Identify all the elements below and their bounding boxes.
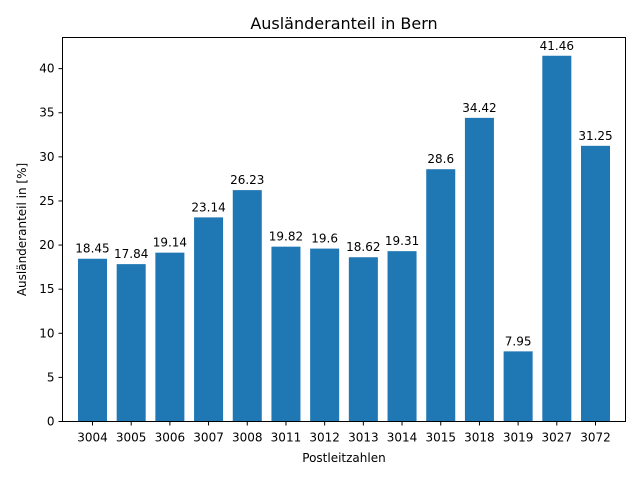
data-label-3015: 28.6 (427, 152, 454, 166)
data-labels-group: 18.45 17.84 19.14 23.14 26.23 19.82 19.6 18.62 1… (75, 39, 612, 349)
data-label-3072: 31.25 (578, 129, 612, 143)
bar-3018 (464, 117, 494, 422)
data-label-3013: 18.62 (346, 240, 380, 254)
y-tick-label-10: 10 (39, 326, 54, 340)
bar-3019 (503, 351, 533, 422)
data-label-3012: 19.6 (311, 232, 338, 246)
plot-frame (62, 37, 626, 422)
y-tick-label-15: 15 (39, 282, 54, 296)
bar-3007 (194, 217, 224, 422)
data-label-3008: 26.23 (230, 173, 264, 187)
y-tick-label-40: 40 (39, 62, 54, 76)
bar-3015 (426, 169, 456, 422)
x-axis: 3004 3005 3006 3007 3008 3011 3012 3013 3014 3015… (77, 421, 611, 445)
x-tick-label-3007: 3007 (193, 431, 224, 445)
x-tick-label-3012: 3012 (309, 431, 340, 445)
bar-3006 (155, 252, 185, 422)
data-label-3011: 19.82 (269, 230, 303, 244)
y-axis-label: Ausländeranteil in [%] (15, 163, 29, 296)
data-label-3027: 41.46 (540, 39, 574, 53)
x-tick-label-3027: 3027 (542, 431, 573, 445)
x-tick-label-3019: 3019 (503, 431, 534, 445)
data-label-3018: 34.42 (462, 101, 496, 115)
x-tick-label-3011: 3011 (271, 431, 302, 445)
y-tick-label-5: 5 (47, 370, 55, 384)
bar-3008 (232, 190, 262, 422)
bar-3011 (271, 246, 301, 422)
x-tick-label-3008: 3008 (232, 431, 263, 445)
data-label-3014: 19.31 (385, 234, 419, 248)
x-tick-label-3006: 3006 (155, 431, 186, 445)
y-tick-label-25: 25 (39, 194, 54, 208)
y-axis: 0 5 10 15 20 25 30 35 40 (39, 62, 63, 429)
data-label-3004: 18.45 (75, 242, 109, 256)
x-tick-label-3013: 3013 (348, 431, 379, 445)
x-axis-label: Postleitzahlen (302, 451, 385, 465)
x-tick-label-3015: 3015 (425, 431, 456, 445)
data-label-3005: 17.84 (114, 247, 148, 261)
bars-group (77, 55, 611, 422)
data-label-3006: 19.14 (153, 236, 187, 250)
bar-3013 (348, 257, 378, 422)
bar-3005 (116, 264, 146, 422)
data-label-3007: 23.14 (191, 200, 225, 214)
bar-3014 (387, 251, 417, 422)
x-tick-label-3005: 3005 (116, 431, 147, 445)
x-tick-label-3004: 3004 (77, 431, 108, 445)
bar-3027 (542, 55, 572, 422)
x-tick-label-3072: 3072 (580, 431, 611, 445)
y-tick-label-35: 35 (39, 106, 54, 120)
y-tick-label-0: 0 (47, 415, 55, 429)
bar-3004 (77, 258, 107, 422)
bar-3072 (581, 145, 611, 422)
x-tick-label-3014: 3014 (387, 431, 418, 445)
y-tick-label-20: 20 (39, 238, 54, 252)
chart-title: Ausländeranteil in Bern (250, 14, 437, 33)
bar-3012 (310, 248, 340, 422)
y-tick-label-30: 30 (39, 150, 54, 164)
data-label-3019: 7.95 (505, 334, 532, 348)
x-tick-label-3018: 3018 (464, 431, 495, 445)
